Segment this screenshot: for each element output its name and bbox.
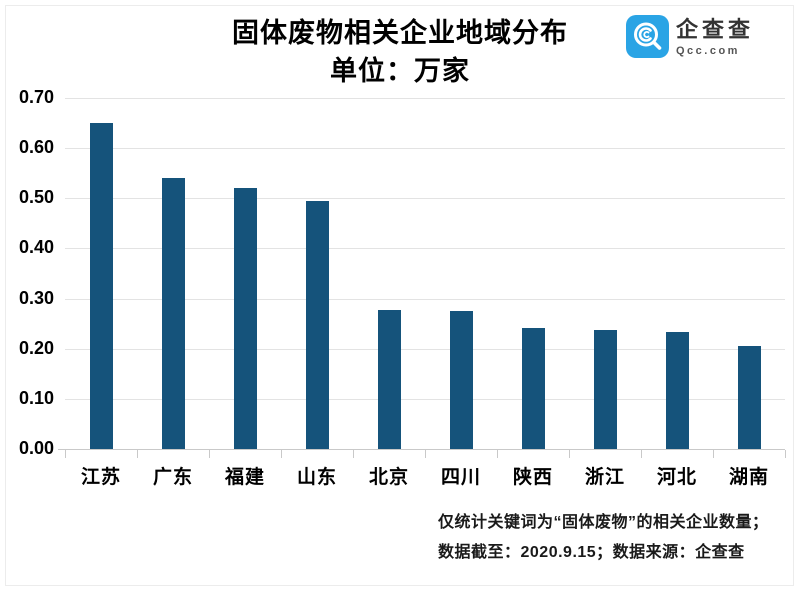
x-axis-tick bbox=[65, 450, 66, 458]
gridline bbox=[65, 198, 785, 199]
x-axis-label: 江苏 bbox=[80, 467, 121, 488]
y-axis-label: 0.20 bbox=[18, 338, 54, 358]
y-axis-label: 0.40 bbox=[18, 237, 54, 257]
bar bbox=[738, 346, 761, 449]
logo-domain: Qcc.com bbox=[676, 45, 740, 57]
x-axis-tick bbox=[425, 450, 426, 458]
x-axis-label: 山东 bbox=[296, 467, 337, 488]
y-axis-label: 0.70 bbox=[18, 87, 54, 107]
bar bbox=[234, 188, 257, 449]
x-axis-label: 湖南 bbox=[728, 467, 769, 488]
gridline bbox=[65, 349, 785, 350]
y-axis-label: 0.30 bbox=[18, 288, 54, 308]
bar bbox=[306, 201, 329, 449]
x-axis-tick bbox=[353, 450, 354, 458]
qcc-logo-text: 企查查 Qcc.com bbox=[676, 15, 754, 57]
x-axis-label: 福建 bbox=[224, 467, 265, 488]
qcc-logo: 企查查 Qcc.com bbox=[626, 15, 754, 58]
x-axis-tick bbox=[713, 450, 714, 458]
y-axis-label: 0.10 bbox=[18, 388, 54, 408]
x-axis-tick bbox=[641, 450, 642, 458]
x-axis-tick bbox=[209, 450, 210, 458]
footnote-line-1: 仅统计关键词为“固体废物”的相关企业数量； bbox=[438, 514, 769, 531]
x-axis-label: 广东 bbox=[152, 467, 193, 488]
x-axis-line bbox=[58, 449, 785, 450]
x-axis-label: 河北 bbox=[656, 467, 697, 488]
x-axis-label: 浙江 bbox=[584, 467, 625, 488]
x-axis-label: 北京 bbox=[368, 467, 409, 488]
magnifier-logo-icon bbox=[626, 15, 669, 58]
x-axis-tick bbox=[785, 450, 786, 458]
bar bbox=[594, 330, 617, 449]
bar bbox=[666, 332, 689, 449]
footnote-line-2: 数据截至：2020.9.15；数据来源：企查查 bbox=[438, 544, 745, 561]
logo-name: 企查查 bbox=[676, 17, 755, 42]
chart-title: 固体废物相关企业地域分布 bbox=[232, 18, 568, 48]
chart-subtitle: 单位：万家 bbox=[330, 56, 470, 86]
x-axis-label: 陕西 bbox=[512, 467, 553, 488]
chart-header: 固体废物相关企业地域分布 单位：万家 bbox=[0, 14, 800, 90]
x-axis-label: 四川 bbox=[440, 467, 481, 488]
bar bbox=[522, 328, 545, 449]
y-axis-label: 0.00 bbox=[18, 438, 54, 458]
gridline bbox=[65, 248, 785, 249]
gridline bbox=[65, 148, 785, 149]
y-axis-label: 0.60 bbox=[18, 137, 54, 157]
gridline bbox=[65, 299, 785, 300]
x-axis-tick bbox=[137, 450, 138, 458]
gridline bbox=[65, 399, 785, 400]
y-axis-label: 0.50 bbox=[18, 187, 54, 207]
x-axis-tick bbox=[497, 450, 498, 458]
x-axis-tick bbox=[281, 450, 282, 458]
bar bbox=[378, 310, 401, 449]
x-axis-tick bbox=[569, 450, 570, 458]
bar bbox=[90, 123, 113, 449]
gridline bbox=[65, 98, 785, 99]
bar bbox=[162, 178, 185, 449]
bar bbox=[450, 311, 473, 449]
footnote: 仅统计关键词为“固体废物”的相关企业数量； 数据截至：2020.9.15；数据来… bbox=[438, 508, 769, 568]
